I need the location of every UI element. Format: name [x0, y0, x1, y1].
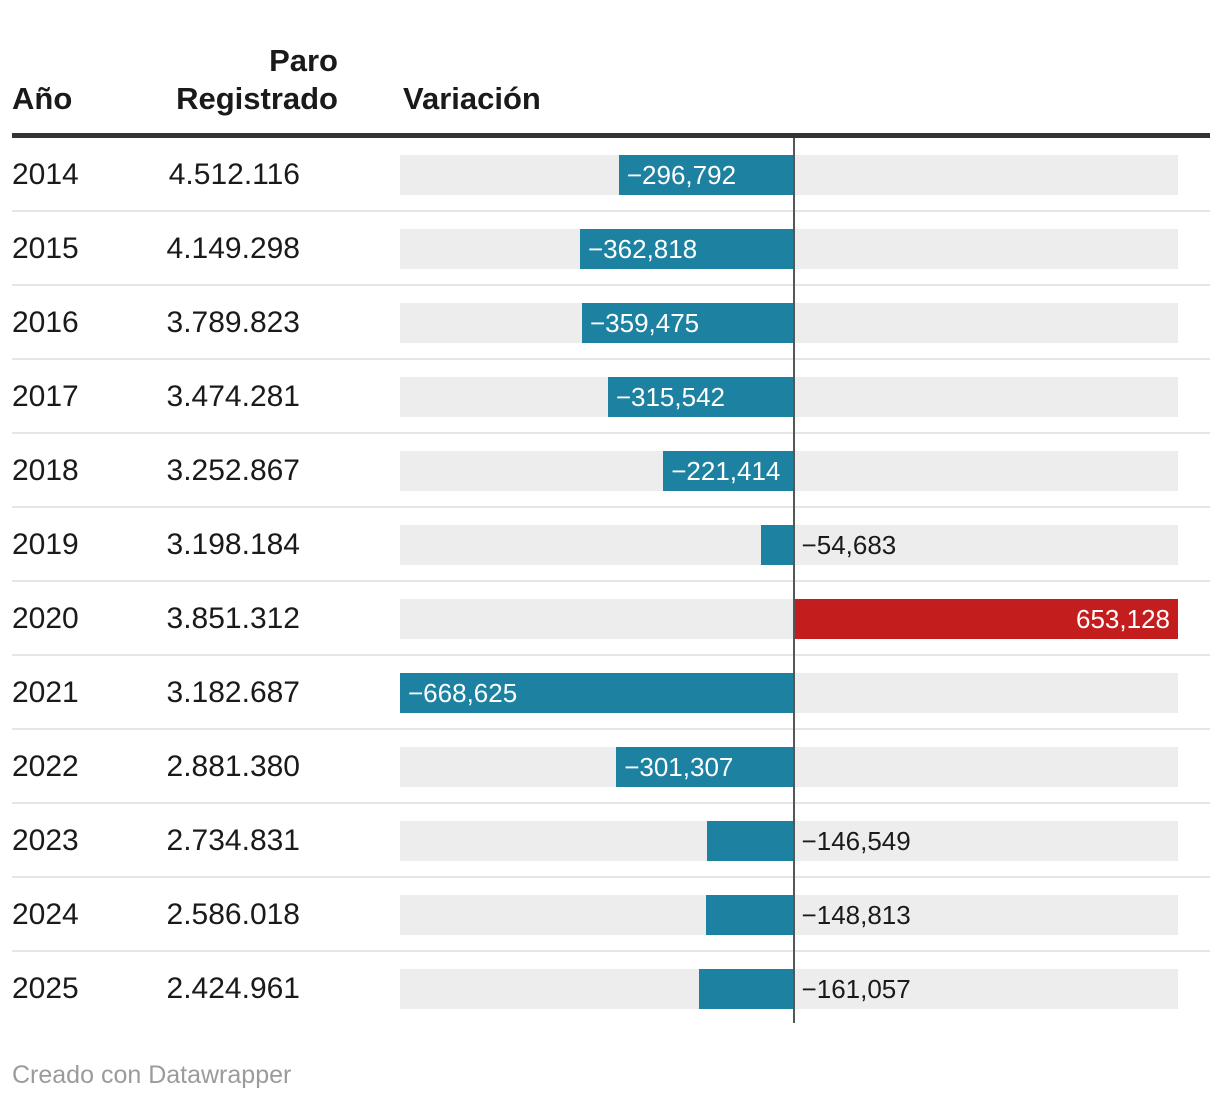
- table-row: 2019 3.198.184 −54,683: [0, 508, 1220, 582]
- paro-registrado-cell: 3.474.281: [166, 380, 300, 413]
- variation-value-label: −359,475: [589, 308, 700, 338]
- variation-bar: [581, 303, 794, 343]
- year-cell: 2016: [12, 306, 79, 339]
- year-cell: 2018: [12, 454, 79, 487]
- paro-registrado-cell: 2.586.018: [166, 898, 300, 931]
- column-header-paro-registrado: Paro Registrado: [176, 42, 338, 118]
- variation-value-label: −362,818: [588, 234, 698, 264]
- table-row: 2016 3.789.823 −359,475: [0, 286, 1220, 360]
- year-cell: 2025: [12, 972, 79, 1005]
- variation-bar: [663, 451, 794, 491]
- table-row: 2018 3.252.867 −221,414: [0, 434, 1220, 508]
- column-header-variacion: Variación: [403, 81, 541, 116]
- column-header-paro-line1: Paro: [269, 43, 338, 78]
- paro-registrado-cell: 3.789.823: [166, 306, 300, 339]
- variation-bar: [698, 969, 794, 1009]
- table-row: 2022 2.881.380 −301,307: [0, 730, 1220, 804]
- attribution: Creado con Datawrapper: [12, 1060, 291, 1090]
- table-header: Año Paro Registrado Variación: [0, 0, 1220, 133]
- variation-value-label: −54,683: [801, 530, 897, 560]
- table-row: 2015 4.149.298 −362,818: [0, 212, 1220, 286]
- year-cell: 2017: [12, 380, 79, 413]
- variation-bar-track: −146,549: [400, 821, 1178, 861]
- variation-bar: [618, 155, 794, 195]
- variation-bar-track: −54,683: [400, 525, 1178, 565]
- variation-bar-track: −301,307: [400, 747, 1178, 787]
- variation-bar-track: 653,128: [400, 599, 1178, 639]
- variation-bar: [400, 673, 794, 713]
- variation-bar: [707, 821, 794, 861]
- variation-bar: [793, 599, 1178, 639]
- variation-bar-track: −221,414: [400, 451, 1178, 491]
- variation-bar-track: −148,813: [400, 895, 1178, 935]
- paro-registrado-cell: 3.182.687: [166, 676, 300, 709]
- table-row: 2025 2.424.961 −161,057: [0, 952, 1220, 1026]
- variation-value-label: −301,307: [624, 752, 734, 782]
- variation-bar-track: −668,625: [400, 673, 1178, 713]
- table-row: 2021 3.182.687 −668,625: [0, 656, 1220, 730]
- paro-registrado-cell: 4.149.298: [166, 232, 300, 265]
- table-row: 2020 3.851.312 653,128: [0, 582, 1220, 656]
- year-cell: 2015: [12, 232, 79, 265]
- variation-value-label: −668,625: [408, 678, 518, 708]
- variation-bar: [616, 747, 794, 787]
- paro-registrado-cell: 2.424.961: [166, 972, 300, 1005]
- year-cell: 2020: [12, 602, 79, 635]
- table-row: 2024 2.586.018 −148,813: [0, 878, 1220, 952]
- year-cell: 2022: [12, 750, 79, 783]
- variation-value-label: 653,128: [1076, 604, 1170, 634]
- year-cell: 2019: [12, 528, 79, 561]
- variation-bar-track: −296,792: [400, 155, 1178, 195]
- variation-bar-track: −315,542: [400, 377, 1178, 417]
- table-row: 2014 4.512.116 −296,792: [0, 138, 1220, 212]
- year-cell: 2024: [12, 898, 79, 931]
- variation-value-label: −148,813: [801, 900, 911, 930]
- variation-value-label: −146,549: [801, 826, 911, 856]
- paro-registrado-cell: 4.512.116: [168, 158, 300, 191]
- variation-bar: [705, 895, 794, 935]
- variation-bar: [580, 229, 794, 269]
- table-row: 2017 3.474.281 −315,542: [0, 360, 1220, 434]
- variation-bar: [761, 525, 794, 565]
- variation-value-label: −161,057: [801, 974, 911, 1004]
- column-header-paro-line2: Registrado: [176, 81, 338, 116]
- paro-registrado-cell: 3.252.867: [166, 454, 300, 487]
- variation-bar-track: −362,818: [400, 229, 1178, 269]
- column-header-ano: Año: [12, 81, 73, 116]
- paro-registrado-cell: 3.198.184: [166, 528, 300, 561]
- table-body: 2014 4.512.116 −296,792 2015 4.149.298 −362,8…: [0, 138, 1220, 1026]
- paro-registrado-cell: 3.851.312: [166, 602, 300, 635]
- header-rule: [12, 133, 1210, 138]
- variation-bar-track: −161,057: [400, 969, 1178, 1009]
- variation-value-label: −221,414: [671, 456, 781, 486]
- year-cell: 2023: [12, 824, 79, 857]
- paro-registrado-cell: 2.881.380: [166, 750, 300, 783]
- variation-bar: [607, 377, 794, 417]
- variation-value-label: −296,792: [626, 160, 737, 190]
- year-cell: 2021: [12, 676, 79, 709]
- year-cell: 2014: [12, 158, 79, 191]
- datawrapper-attribution-link[interactable]: Creado con Datawrapper: [12, 1061, 292, 1089]
- zero-axis-line: [792, 138, 795, 1023]
- variation-value-label: −315,542: [615, 382, 725, 412]
- paro-registrado-cell: 2.734.831: [166, 824, 300, 857]
- table-row: 2023 2.734.831 −146,549: [0, 804, 1220, 878]
- variation-bar-track: −359,475: [400, 303, 1178, 343]
